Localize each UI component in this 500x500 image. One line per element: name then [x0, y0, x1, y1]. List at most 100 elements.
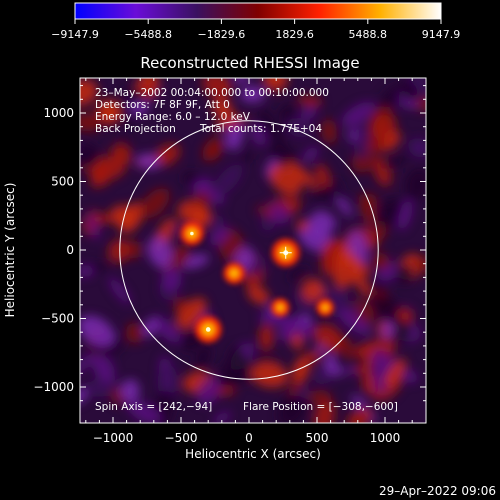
source-peak — [190, 231, 194, 236]
texture-blob — [353, 122, 370, 160]
texture-blob — [271, 125, 284, 142]
texture-blob — [333, 351, 350, 371]
x-tick-label: −500 — [165, 431, 198, 445]
texture-blob — [313, 368, 332, 384]
annotation-time-range: 23–May–2002 00:04:00.000 to 00:10:00.000 — [95, 87, 329, 99]
x-axis-label: Heliocentric X (arcsec) — [185, 447, 321, 461]
texture-blob — [308, 210, 334, 236]
y-tick-label: −1000 — [33, 380, 74, 394]
texture-blob — [380, 156, 409, 169]
source-peak — [205, 327, 211, 332]
source — [194, 316, 222, 343]
texture-blob — [225, 120, 244, 151]
texture-blob — [240, 86, 266, 103]
annotation-method: Back Projection — [95, 123, 176, 135]
texture-blob — [313, 398, 335, 423]
texture-blob — [338, 309, 371, 336]
colorbar-frame — [74, 2, 442, 20]
texture-blob — [80, 79, 98, 106]
texture-blob — [110, 205, 136, 228]
texture-blob — [176, 297, 207, 330]
texture-blob — [182, 170, 198, 186]
texture-blob — [349, 354, 366, 368]
colorbar-tick-label: −9147.9 — [51, 28, 99, 41]
texture-blob — [380, 84, 407, 108]
texture-blob — [395, 263, 415, 285]
texture-blob — [192, 180, 209, 194]
texture-blob — [108, 277, 131, 305]
texture-blob — [416, 84, 426, 98]
texture-blob — [269, 203, 290, 224]
texture-blob — [416, 256, 426, 273]
x-tick-label: 0 — [245, 431, 253, 445]
texture-blob — [239, 151, 254, 161]
texture-blob — [209, 226, 230, 246]
annotation-total-counts: Total counts: 1.77E+04 — [199, 123, 322, 135]
texture-blob — [401, 369, 418, 383]
texture-blob — [110, 143, 132, 165]
colorbar-tick-label: 5488.8 — [349, 28, 388, 41]
texture-blob — [400, 80, 419, 103]
texture-blob — [381, 321, 394, 339]
texture-blob — [213, 164, 243, 196]
texture-blob — [301, 278, 325, 303]
annotation-spin-axis: Spin Axis = [242,−94] — [95, 401, 212, 413]
source — [271, 298, 290, 317]
texture-blob — [263, 78, 288, 92]
texture-blob — [258, 107, 274, 135]
texture-blob — [258, 312, 294, 326]
y-tick-label: 1000 — [43, 106, 74, 120]
texture-blob — [384, 358, 407, 388]
texture-blob — [341, 101, 376, 127]
source-core — [320, 302, 330, 313]
texture-blob — [314, 164, 331, 188]
texture-blob — [361, 370, 375, 395]
texture-blob — [120, 379, 140, 403]
texture-blob — [161, 267, 182, 291]
image-area — [80, 78, 426, 423]
axes: −1000 −500 0 500 1000 −1000 −500 0 500 1000 — [33, 78, 426, 445]
annotation-energy-range: Energy Range: 6.0 – 12.0 keV — [95, 111, 251, 123]
texture-blob — [147, 236, 173, 269]
texture-blob — [268, 164, 303, 195]
chart-title: Reconstructed RHESSI Image — [140, 54, 359, 72]
texture-blob — [296, 219, 309, 232]
texture-blob — [196, 377, 221, 405]
annotation-flare-position: Flare Position = [−308,−600] — [243, 401, 398, 413]
texture-blob — [83, 378, 119, 397]
colorbar-tick-label: 9147.9 — [422, 28, 461, 41]
texture-blob — [142, 318, 158, 337]
texture-blob — [371, 252, 390, 270]
texture-blob — [194, 345, 212, 370]
solar-limb-circle — [119, 120, 379, 380]
texture-blob — [140, 188, 170, 219]
texture-blob — [297, 95, 323, 107]
y-tick-label: −500 — [41, 312, 74, 326]
texture-blob — [286, 117, 311, 138]
texture-blob — [302, 146, 319, 163]
texture-blob — [80, 143, 100, 169]
texture-blob — [202, 136, 225, 162]
texture-blob — [313, 323, 343, 350]
texture-blob — [313, 190, 350, 201]
texture-blob — [210, 215, 224, 229]
annotation-detectors: Detectors: 7F 8F 9F, Att 0 — [95, 99, 230, 111]
colorbar — [75, 3, 441, 19]
texture-blob — [346, 407, 373, 423]
texture-blob — [358, 193, 379, 229]
texture-blob — [287, 161, 318, 189]
texture-blob — [374, 294, 402, 323]
texture-blob — [286, 267, 310, 281]
texture-blob — [277, 395, 307, 423]
timestamp: 29–Apr–2022 09:06 — [379, 484, 496, 498]
y-tick-label: 500 — [51, 175, 74, 189]
texture-blob — [80, 265, 94, 278]
texture-blob — [278, 104, 295, 122]
texture-blob — [370, 349, 389, 368]
texture-blob — [87, 212, 100, 241]
texture-blob — [202, 78, 233, 99]
x-tick-label: 500 — [306, 431, 329, 445]
texture-blob — [108, 238, 131, 263]
center-marker — [279, 246, 292, 259]
